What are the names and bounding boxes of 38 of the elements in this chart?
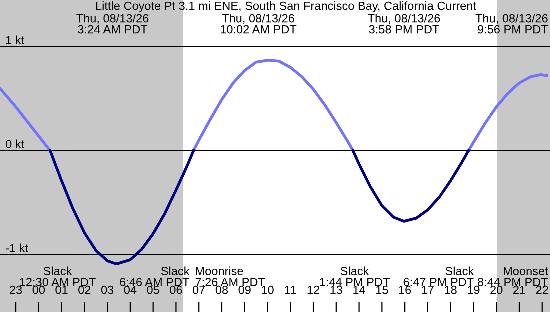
x-tick-label: 13 [330, 286, 342, 294]
x-tick-label: 00 [32, 286, 46, 294]
x-tick-label: 12 [308, 286, 320, 294]
x-tick-label: 18 [445, 286, 457, 294]
y-tick-label: -1 kt [6, 244, 28, 252]
x-tick-label: 23 [10, 286, 22, 294]
x-tick-label: 14 [354, 286, 366, 294]
x-tick-label: 06 [170, 286, 182, 294]
x-tick-label: 01 [56, 286, 68, 294]
x-tick-label: 17 [422, 286, 434, 294]
x-tick-label: 15 [376, 286, 388, 294]
x-tick-label: 04 [124, 286, 137, 294]
x-tick-label: 03 [101, 286, 114, 294]
annotation: Thu, 08/13/26 3:58 PM PDT [368, 14, 440, 34]
annotation: Moonrise 7:26 AM PDT [196, 266, 266, 286]
x-tick-label: 22 [536, 286, 548, 294]
annotation: Thu, 08/13/26 9:56 PM PDT [476, 14, 548, 34]
annotation: Slack 1:44 PM PDT [320, 266, 390, 286]
x-tick-label: 02 [78, 286, 91, 294]
chart-title: Little Coyote Pt 3.1 mi ENE, South San Francisco Bay, California Current [96, 2, 476, 13]
x-tick-label: 07 [192, 286, 206, 294]
x-tick-label: 16 [399, 286, 412, 294]
x-tick-label: 05 [147, 286, 160, 294]
annotation: Slack 6:47 PM PDT [404, 266, 474, 286]
y-tick-label: 0 kt [6, 140, 24, 148]
x-tick-label: 11 [285, 286, 296, 294]
x-tick-label: 21 [514, 286, 526, 294]
annotation: Slack 12:30 AM PDT [20, 266, 96, 286]
y-tick-label: 1 kt [6, 36, 24, 44]
x-tick-label: 19 [468, 286, 480, 294]
x-tick-label: 09 [238, 286, 251, 294]
annotation: Moonset 8:44 PM PDT [478, 267, 548, 286]
x-tick-label: 20 [490, 286, 503, 294]
annotation: Thu, 08/13/26 3:24 AM PDT [76, 14, 149, 34]
x-tick-label: 08 [216, 286, 228, 294]
annotation: Slack 6:46 AM PDT [120, 266, 190, 286]
annotation: Thu, 08/13/26 10:02 AM PDT [221, 14, 297, 34]
x-tick-label: 10 [262, 286, 274, 294]
